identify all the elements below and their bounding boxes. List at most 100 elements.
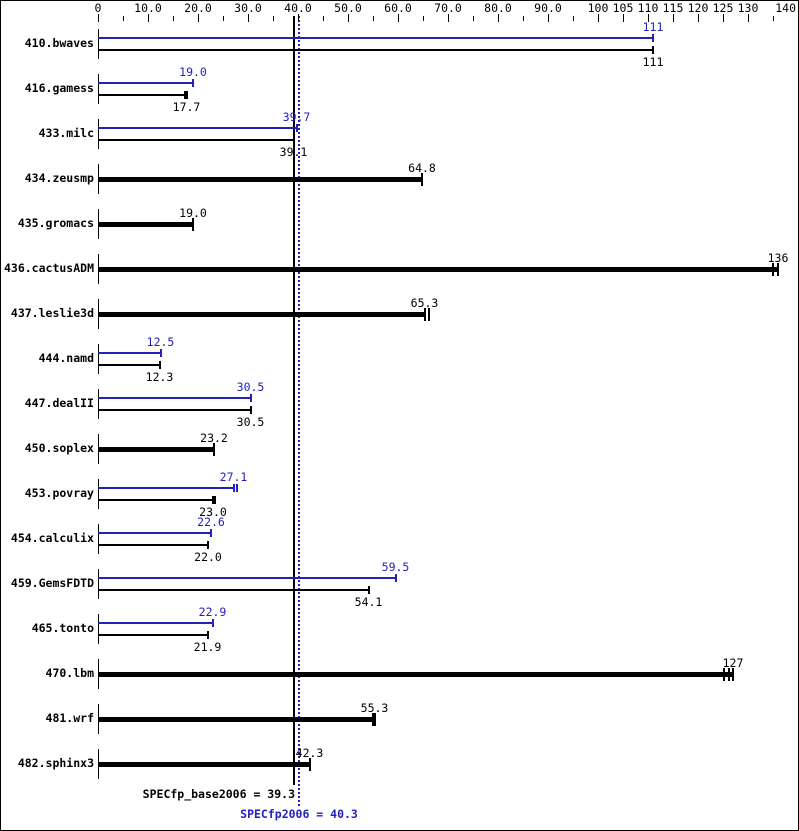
base-bar: [98, 409, 251, 411]
axis-tick-label: 130: [737, 1, 759, 15]
base-bar: [98, 267, 778, 272]
axis-tick-label: 50.0: [334, 1, 362, 15]
base-bar: [98, 634, 208, 636]
base-run-tick: [727, 668, 730, 681]
benchmark-label: 482.sphinx3: [17, 756, 94, 770]
base-bar: [98, 447, 214, 452]
benchmark-label: 436.cactusADM: [3, 261, 94, 275]
axis-tick-label: 100: [587, 1, 609, 15]
base-run-tick: [184, 91, 186, 99]
peak-run-tick: [652, 34, 654, 42]
axis-major-tick: [548, 14, 549, 22]
base-mean-reference-line: [293, 16, 295, 785]
peak-bar: [98, 82, 193, 84]
axis-tick-label: 140: [775, 1, 797, 15]
peak-run-tick: [210, 529, 212, 537]
base-bar: [98, 222, 193, 227]
axis-major-tick: [623, 14, 624, 22]
base-run-tick: [185, 91, 188, 99]
axis-major-tick: [723, 14, 724, 22]
peak-bar: [98, 37, 653, 39]
base-bar: [98, 544, 208, 546]
base-bar: [98, 717, 375, 722]
base-bar: [98, 312, 425, 317]
base-run-tick: [427, 308, 430, 321]
axis-minor-tick: [423, 16, 424, 21]
axis-minor-tick: [573, 16, 574, 21]
axis-major-tick: [598, 14, 599, 22]
axis-tick-label: 60.0: [384, 1, 412, 15]
base-value-label: 39.1: [279, 145, 308, 159]
base-run-tick: [423, 308, 426, 321]
base-run-tick: [723, 668, 725, 681]
axis-minor-tick: [273, 16, 274, 21]
base-bar: [98, 94, 187, 96]
base-value-label: 23.2: [200, 431, 228, 445]
base-value-label: 64.8: [408, 161, 436, 175]
base-bar: [98, 589, 369, 591]
axis-major-tick: [148, 14, 149, 22]
axis-minor-tick: [373, 16, 374, 21]
peak-bar: [98, 622, 213, 624]
peak-value-label: 39.7: [282, 110, 311, 124]
axis-minor-tick: [523, 16, 524, 21]
base-run-tick: [772, 263, 774, 276]
base-run-tick: [206, 631, 209, 639]
peak-bar: [98, 127, 297, 129]
peak-run-tick: [192, 79, 194, 87]
base-run-tick: [249, 406, 252, 414]
base-value-label: 30.5: [236, 415, 265, 429]
axis-major-tick: [748, 14, 749, 22]
axis-minor-tick: [773, 16, 774, 21]
row-baseline: [98, 614, 99, 644]
row-baseline: [98, 119, 99, 149]
peak-value-label: 111: [642, 20, 664, 34]
base-bar: [98, 49, 653, 51]
axis-minor-tick: [123, 16, 124, 21]
peak-value-label: 59.5: [381, 560, 410, 574]
peak-value-label: 30.5: [236, 380, 265, 394]
axis-minor-tick: [473, 16, 474, 21]
benchmark-label: 450.soplex: [24, 441, 94, 455]
axis-tick-label: 110: [637, 1, 659, 15]
peak-bar: [98, 532, 211, 534]
row-baseline: [98, 344, 99, 374]
benchmark-label: 433.milc: [38, 126, 94, 140]
benchmark-label: 454.calculix: [10, 531, 94, 545]
axis-tick-label: 80.0: [484, 1, 512, 15]
row-baseline: [98, 29, 99, 59]
base-value-label: 54.1: [354, 595, 383, 609]
base-value-label: 111: [642, 55, 664, 69]
peak-mean-reference-line: [298, 16, 300, 807]
axis-minor-tick: [223, 16, 224, 21]
base-run-tick: [732, 668, 734, 681]
benchmark-label: 437.leslie3d: [10, 306, 94, 320]
axis-minor-tick: [173, 16, 174, 21]
row-baseline: [98, 479, 99, 509]
row-baseline: [98, 524, 99, 554]
axis-major-tick: [398, 14, 399, 22]
base-bar: [98, 177, 422, 182]
benchmark-label: 465.tonto: [31, 621, 94, 635]
base-run-tick: [158, 361, 161, 369]
axis-tick-label: 90.0: [534, 1, 562, 15]
peak-run-tick: [394, 574, 397, 582]
base-run-tick: [207, 541, 209, 549]
axis-tick-label: 0: [94, 1, 102, 15]
base-run-tick: [421, 173, 423, 186]
base-value-label: 65.3: [410, 296, 439, 310]
row-baseline: [98, 569, 99, 599]
axis-tick-label: 40.0: [284, 1, 312, 15]
peak-run-tick: [249, 394, 252, 402]
axis-tick-label: 70.0: [434, 1, 462, 15]
benchmark-label: 453.povray: [24, 486, 94, 500]
base-value-label: 22.0: [194, 550, 222, 564]
axis-major-tick: [498, 14, 499, 22]
base-run-tick: [214, 496, 216, 504]
axis-major-tick: [348, 14, 349, 22]
peak-run-tick: [211, 619, 214, 627]
benchmark-label: 416.gamess: [24, 81, 94, 95]
axis-tick-label: 20.0: [184, 1, 212, 15]
axis-major-tick: [198, 14, 199, 22]
peak-value-label: 22.9: [198, 605, 227, 619]
